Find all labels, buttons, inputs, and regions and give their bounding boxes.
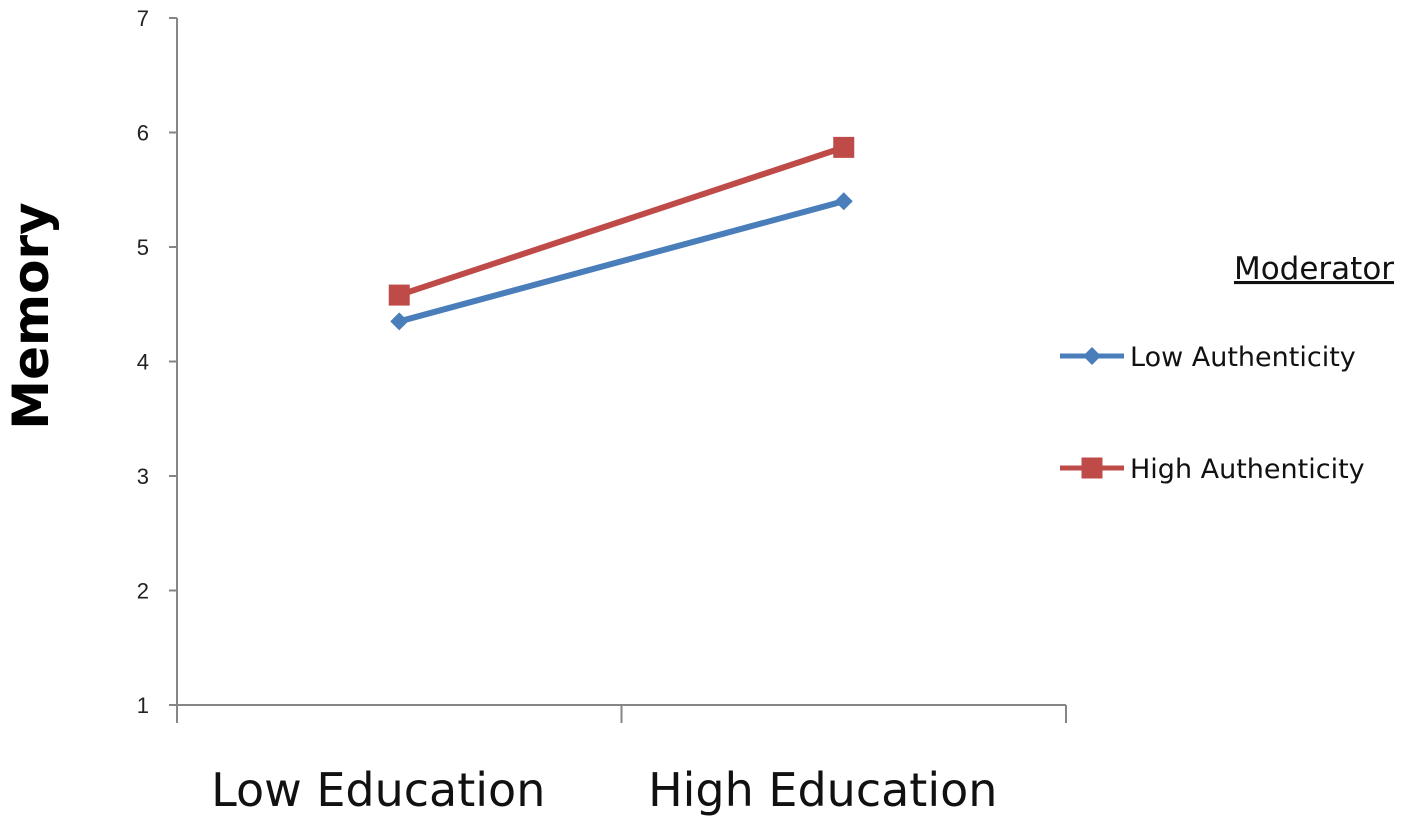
- y-tick-label: 6: [137, 121, 149, 146]
- y-tick-labels: 1 2 3 4 5 6 7: [137, 6, 149, 718]
- x-category-labels: Low Education High Education: [211, 763, 997, 817]
- legend-swatch-marker: [1081, 457, 1103, 479]
- series-line: [398, 144, 845, 298]
- x-category-label: Low Education: [211, 763, 545, 817]
- y-tick-label: 3: [137, 464, 149, 489]
- data-point: [833, 136, 855, 158]
- legend-item: Low Authenticity: [1060, 342, 1356, 373]
- legend-label: High Authenticity: [1130, 454, 1365, 485]
- y-tick-label: 4: [137, 350, 149, 375]
- x-category-label: High Education: [648, 763, 997, 817]
- y-tick-label: 7: [137, 6, 149, 31]
- legend-swatch-marker: [1083, 347, 1101, 365]
- legend-label: Low Authenticity: [1130, 342, 1356, 373]
- legend-title: Moderator: [1234, 251, 1394, 287]
- data-point: [390, 312, 409, 331]
- series-group: [388, 136, 855, 331]
- series-low-authenticity: [390, 192, 853, 331]
- legend: Moderator Low Authenticity High Authentic…: [1060, 251, 1394, 485]
- y-axis-title: Memory: [2, 202, 60, 429]
- data-point: [388, 284, 410, 306]
- y-tick-label: 2: [137, 579, 149, 604]
- y-tick-label: 1: [137, 693, 149, 718]
- series-line: [398, 198, 845, 325]
- axes: [169, 17, 1067, 723]
- legend-item: High Authenticity: [1060, 454, 1365, 485]
- y-tick-label: 5: [137, 235, 149, 260]
- series-high-authenticity: [388, 136, 855, 306]
- data-point: [834, 192, 853, 211]
